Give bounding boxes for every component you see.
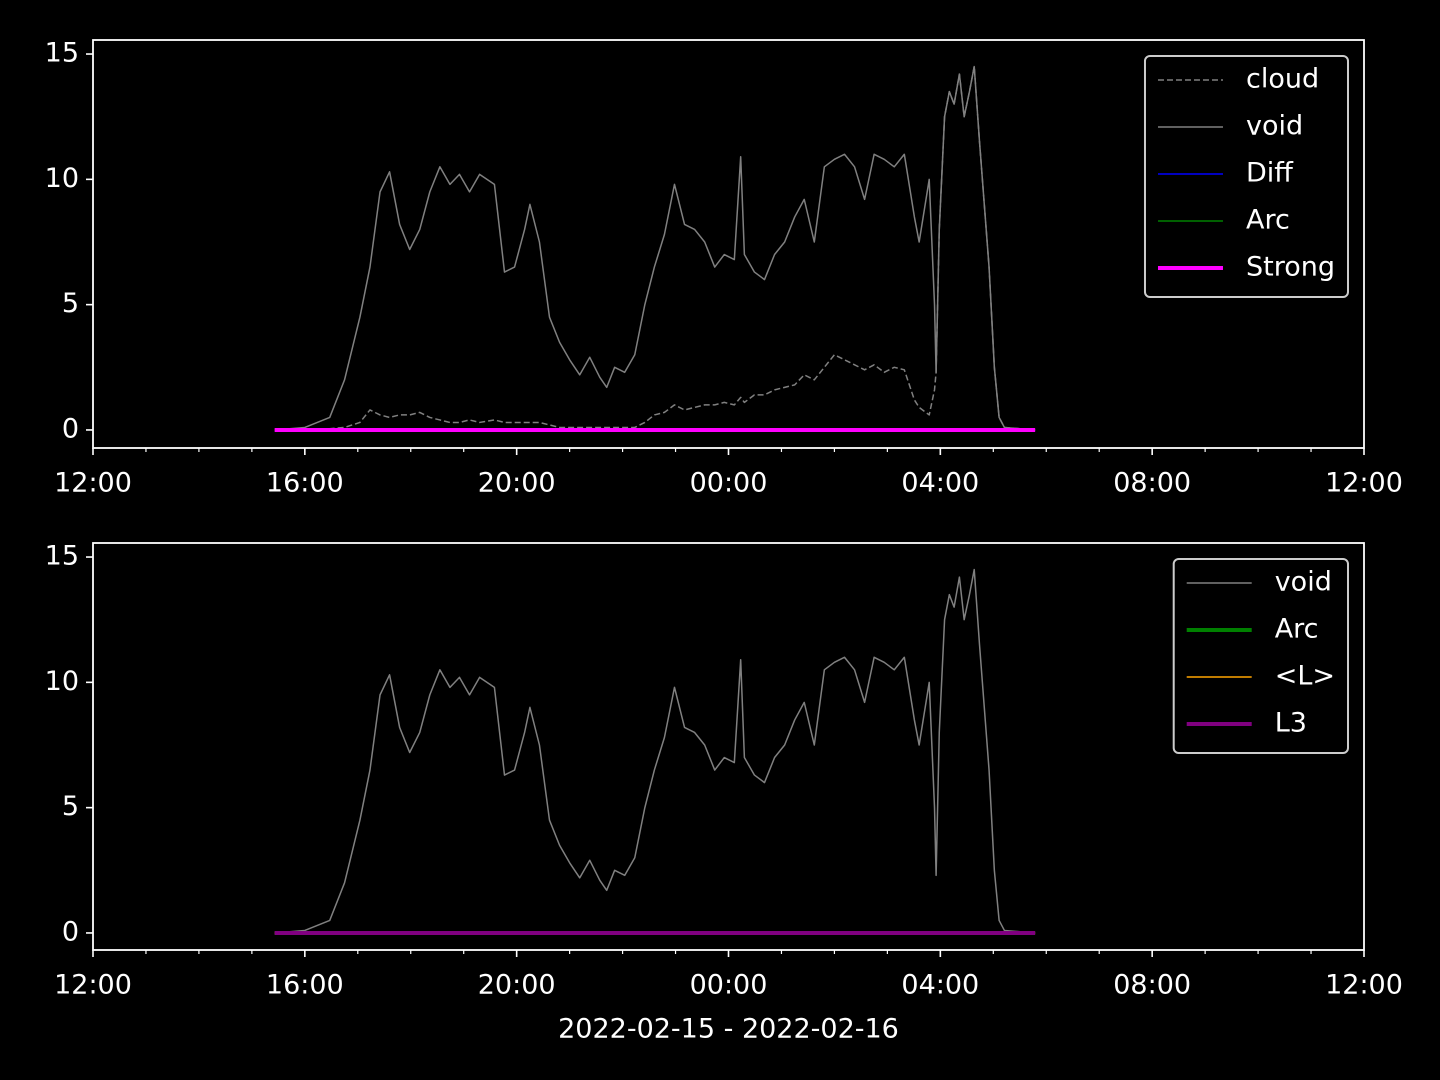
x-tick-label: 20:00 [478, 468, 556, 499]
axes-frame [92, 39, 1365, 449]
axes-frame [92, 542, 1365, 951]
x-tick-label: 20:00 [478, 970, 556, 1001]
x-tick-label: 12:00 [54, 970, 132, 1001]
x-axis-label: 2022-02-15 - 2022-02-16 [558, 1014, 899, 1045]
legend-label: void [1246, 111, 1303, 142]
legend-label: <L> [1275, 661, 1335, 692]
legend-label: Strong [1246, 252, 1335, 283]
x-tick-label: 00:00 [690, 468, 768, 499]
x-tick-label: 16:00 [266, 970, 344, 1001]
legend-box [1143, 55, 1349, 298]
x-tick-label: 16:00 [266, 468, 344, 499]
x-tick-label: 00:00 [690, 970, 768, 1001]
legend-label: Arc [1246, 205, 1290, 236]
y-tick-label: 15 [45, 38, 79, 69]
legend-label: void [1275, 567, 1332, 598]
legend-box [1172, 558, 1349, 754]
x-tick-label: 08:00 [1113, 468, 1191, 499]
x-tick-label: 04:00 [901, 970, 979, 1001]
y-tick-label: 5 [62, 288, 79, 319]
y-tick-label: 10 [45, 163, 79, 194]
legend-label: cloud [1246, 64, 1319, 95]
x-tick-label: 12:00 [1325, 970, 1403, 1001]
y-tick-label: 10 [45, 666, 79, 697]
legend-label: Diff [1246, 158, 1294, 189]
line-series [274, 65, 1036, 431]
line-series [274, 568, 1036, 934]
x-tick-label: 12:00 [54, 468, 132, 499]
y-tick-label: 15 [45, 541, 79, 572]
x-tick-label: 08:00 [1113, 970, 1191, 1001]
y-tick-label: 0 [62, 916, 79, 947]
y-tick-label: 5 [62, 791, 79, 822]
legend-label: Arc [1275, 614, 1319, 645]
x-tick-label: 12:00 [1325, 468, 1403, 499]
y-tick-label: 0 [62, 413, 79, 444]
legend-label: L3 [1275, 708, 1307, 739]
x-tick-label: 04:00 [901, 468, 979, 499]
